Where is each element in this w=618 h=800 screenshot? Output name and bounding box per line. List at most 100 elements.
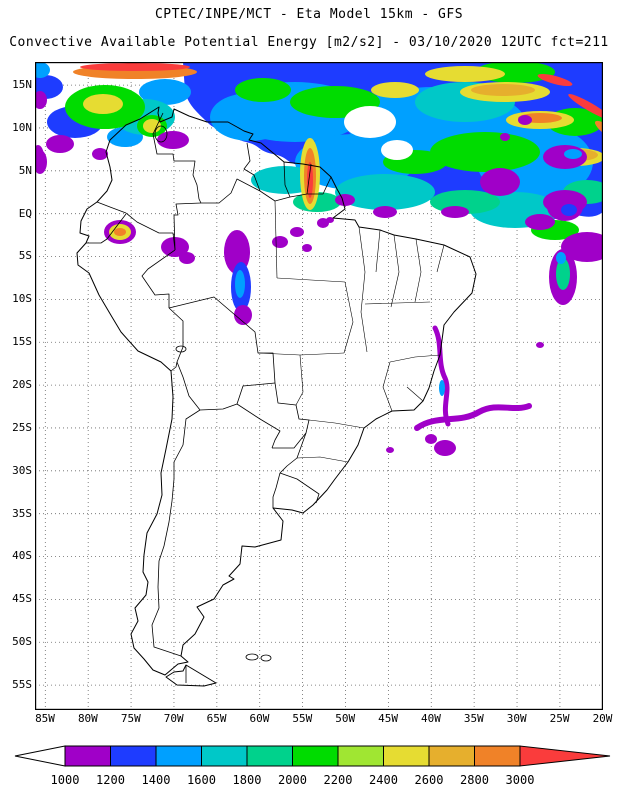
cape-blob	[235, 78, 291, 102]
cape-hole	[344, 106, 396, 138]
state-border-line	[308, 419, 365, 429]
state-border-line	[358, 226, 368, 353]
border-line	[86, 213, 127, 244]
cape-blob	[210, 93, 290, 141]
lon-tick-label: 85W	[35, 712, 55, 725]
state-border-line	[375, 229, 381, 273]
state-border-line	[389, 354, 441, 363]
lat-tick-label: 5N	[18, 163, 32, 177]
lon-tick-label: 80W	[77, 712, 98, 725]
border-line	[176, 361, 201, 411]
border-line	[236, 403, 281, 449]
lon-tick-label: 65W	[206, 712, 227, 725]
cape-blob	[335, 194, 355, 206]
cape-blob	[46, 135, 74, 153]
lake-maracaibo	[154, 125, 168, 143]
map-frame	[35, 62, 603, 710]
state-border-line	[276, 277, 346, 283]
colorbar-segment	[64, 745, 111, 767]
colorbar-tick-label: 2200	[324, 773, 353, 787]
cape-blob	[35, 62, 50, 78]
cape-blob	[373, 206, 397, 218]
cape-blob	[430, 132, 540, 172]
lat-tick-label: 25S	[12, 420, 32, 434]
cape-blob	[386, 447, 394, 453]
colorbar-tick-label: 1400	[142, 773, 171, 787]
cape-offshore-band	[414, 403, 532, 431]
cape-blob	[35, 91, 47, 109]
border-line	[173, 202, 202, 251]
cape-coastal-streak	[432, 325, 451, 427]
colorbar-tick-label: 2800	[460, 773, 489, 787]
colorbar-segment	[246, 745, 293, 767]
cape-hole	[381, 140, 413, 160]
lat-tick-label: 10S	[12, 292, 32, 306]
lat-tick-label: 55S	[12, 677, 32, 691]
colorbar-tick-label: 1000	[51, 773, 80, 787]
cape-blob	[234, 305, 252, 325]
lat-tick-label: 10N	[12, 120, 32, 134]
title-model: CPTEC/INPE/MCT - Eta Model 15km - GFS	[154, 7, 464, 22]
colorbar-tick-label: 2400	[369, 773, 398, 787]
colorbar-segment	[428, 745, 475, 767]
state-border-line	[436, 244, 445, 273]
colorbar-tick-label: 1200	[96, 773, 125, 787]
state-border-line	[364, 301, 431, 305]
lat-tick-label: 30S	[12, 463, 32, 477]
cape-blob	[425, 66, 505, 82]
cape-blob	[556, 252, 566, 264]
cape-blob	[561, 232, 603, 262]
colorbar-tick-label: 1800	[233, 773, 262, 787]
colorbar-segment	[292, 745, 339, 767]
colorbar-tick-label: 1600	[187, 773, 216, 787]
lon-tick-label: 50W	[335, 712, 356, 725]
colorbar-segment	[201, 745, 248, 767]
lat-tick-label: 5S	[18, 249, 32, 263]
coastline-and-borders	[76, 106, 477, 687]
lon-tick-label: 55W	[292, 712, 313, 725]
lat-tick-label: 40S	[12, 549, 32, 563]
cape-blob	[434, 440, 456, 456]
lat-tick-label: 35S	[12, 506, 32, 520]
border-line	[236, 382, 276, 405]
cape-blob	[139, 79, 191, 105]
colorbar-tick-label: 2600	[415, 773, 444, 787]
title-variable: Convective Available Potential Energy [m…	[9, 35, 609, 50]
cape-blob	[500, 133, 510, 141]
cape-blob	[556, 258, 570, 290]
colorbar: 1000 1200 1400 1600 1800 2000 2200 2400 2600 2800…	[14, 745, 611, 787]
cape-shaded-field	[35, 62, 603, 456]
state-borders	[257, 200, 445, 463]
cape-blob	[335, 174, 435, 210]
cape-blob	[425, 434, 437, 444]
state-border-line	[406, 386, 424, 402]
cape-blob	[317, 218, 329, 228]
border-line	[168, 296, 276, 384]
cape-blob	[564, 149, 582, 159]
border-line	[306, 163, 312, 195]
falkland-island-east	[260, 654, 272, 662]
tierra-del-fuego-island	[165, 664, 217, 687]
border-line	[279, 472, 320, 504]
cape-blob	[307, 162, 313, 198]
colorbar-segment	[474, 745, 521, 767]
border-line	[283, 161, 291, 198]
border-line	[259, 176, 332, 202]
border-line	[199, 403, 238, 411]
cape-blob	[235, 270, 245, 298]
border-line	[151, 409, 201, 657]
lon-tick-label: 30W	[506, 712, 527, 725]
cape-blob	[290, 227, 304, 237]
state-border-line	[274, 200, 278, 279]
cape-blob	[543, 145, 587, 169]
colorbar-segment	[383, 745, 430, 767]
colorbar-right-arrow	[519, 745, 611, 767]
colorbar-segment	[155, 745, 202, 767]
falkland-island-west	[245, 653, 259, 661]
colorbar-left-arrow	[14, 745, 66, 767]
cape-blob	[480, 168, 520, 196]
lon-tick-label: 20W	[592, 712, 613, 725]
state-border-line	[414, 238, 422, 303]
lat-tick-label: 45S	[12, 592, 32, 606]
